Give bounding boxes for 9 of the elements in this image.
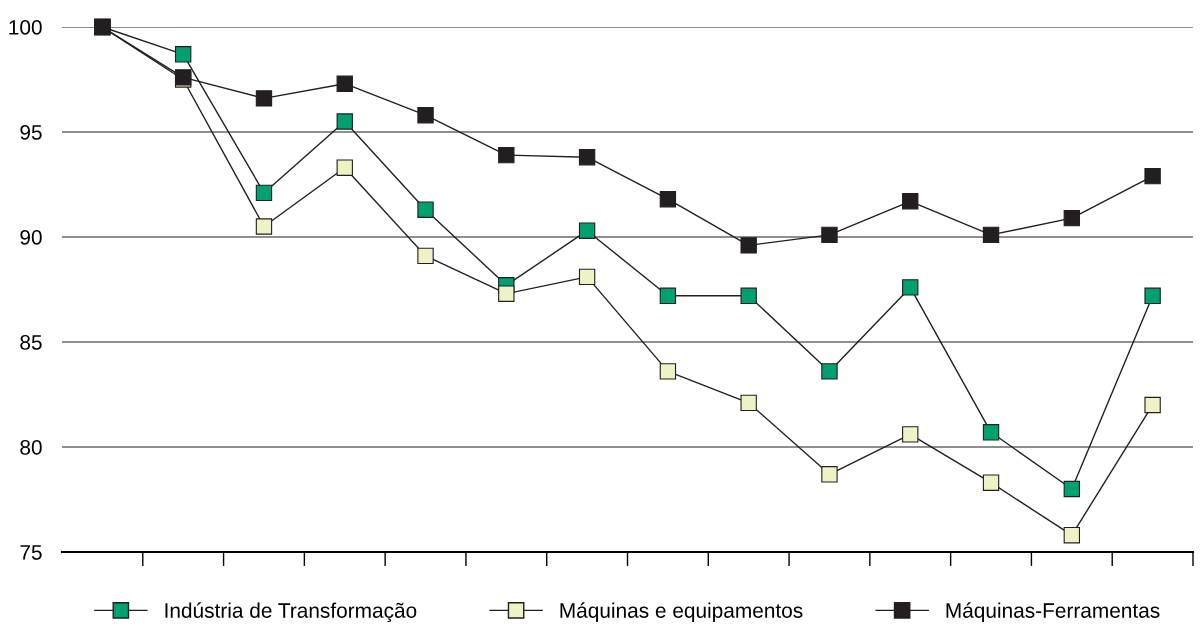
legend-label: Máquinas-Ferramentas — [946, 602, 1160, 622]
y-tick-label: 100 — [9, 20, 42, 35]
y-tick-label: 95 — [20, 125, 42, 140]
y-tick-label: 85 — [20, 335, 42, 350]
legend-label: Indústria de Transformação — [165, 602, 417, 623]
legend-label: Máquinas e equipamentos — [560, 602, 803, 622]
y-tick-label: 75 — [20, 545, 42, 560]
y-tick-label: 90 — [20, 230, 42, 245]
y-tick-label: 80 — [20, 440, 42, 455]
